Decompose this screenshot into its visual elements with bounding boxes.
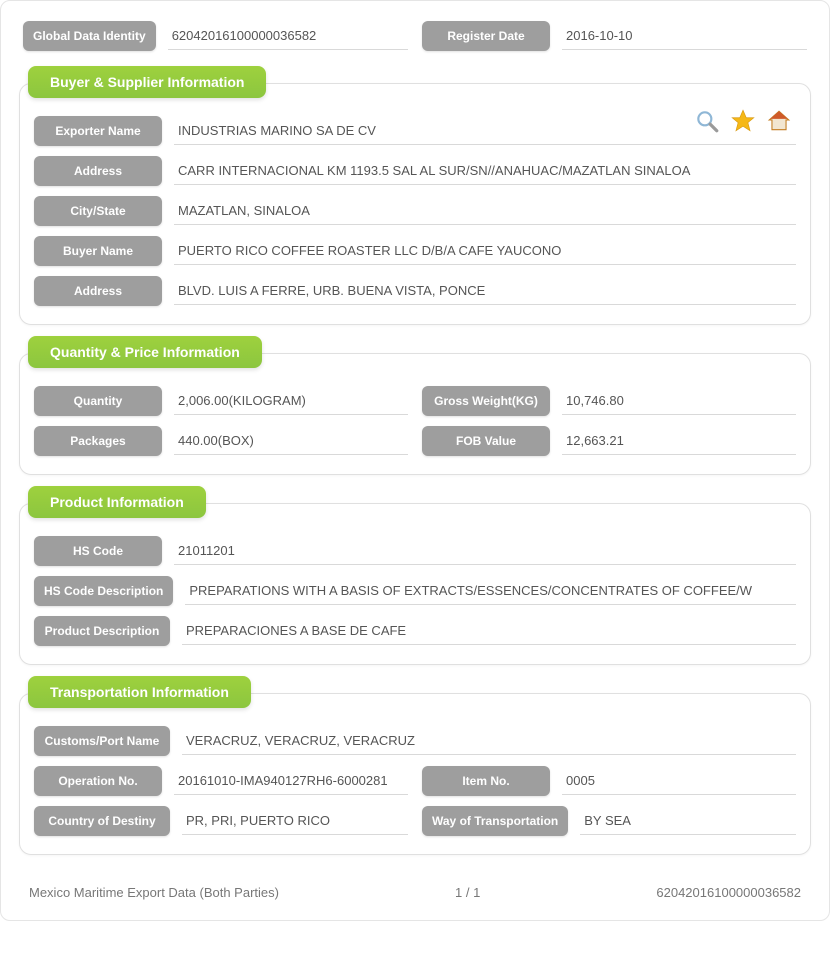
buyer-name-field: Buyer Name PUERTO RICO COFFEE ROASTER LL… bbox=[34, 236, 796, 266]
exporter-name-label: Exporter Name bbox=[34, 116, 162, 146]
product-header: Product Information bbox=[28, 486, 206, 518]
packages-field: Packages 440.00(BOX) bbox=[34, 426, 408, 456]
product-description-field: Product Description PREPARACIONES A BASE… bbox=[34, 616, 796, 646]
packages-value: 440.00(BOX) bbox=[174, 427, 408, 455]
register-date-value: 2016-10-10 bbox=[562, 22, 807, 50]
fob-value-value: 12,663.21 bbox=[562, 427, 796, 455]
customs-port-label: Customs/Port Name bbox=[34, 726, 170, 756]
footer-right: 62042016100000036582 bbox=[656, 885, 801, 900]
buyer-supplier-header: Buyer & Supplier Information bbox=[28, 66, 266, 98]
search-icon[interactable] bbox=[694, 108, 720, 137]
hs-code-description-label: HS Code Description bbox=[34, 576, 173, 606]
gross-weight-field: Gross Weight(KG) 10,746.80 bbox=[422, 386, 796, 416]
buyer-address-value: BLVD. LUIS A FERRE, URB. BUENA VISTA, PO… bbox=[174, 277, 796, 305]
quantity-field: Quantity 2,006.00(KILOGRAM) bbox=[34, 386, 408, 416]
buyer-name-label: Buyer Name bbox=[34, 236, 162, 266]
top-row: Global Data Identity 6204201610000003658… bbox=[19, 21, 811, 55]
quantity-value: 2,006.00(KILOGRAM) bbox=[174, 387, 408, 415]
city-state-label: City/State bbox=[34, 196, 162, 226]
item-no-label: Item No. bbox=[422, 766, 550, 796]
city-state-value: MAZATLAN, SINALOA bbox=[174, 197, 796, 225]
quantity-price-panel: Quantity & Price Information Quantity 2,… bbox=[19, 353, 811, 475]
exporter-address-label: Address bbox=[34, 156, 162, 186]
star-icon[interactable] bbox=[730, 108, 756, 137]
hs-code-description-value: PREPARATIONS WITH A BASIS OF EXTRACTS/ES… bbox=[185, 577, 796, 605]
buyer-address-label: Address bbox=[34, 276, 162, 306]
quantity-label: Quantity bbox=[34, 386, 162, 416]
register-date-field: Register Date 2016-10-10 bbox=[422, 21, 807, 51]
global-data-identity-field: Global Data Identity 6204201610000003658… bbox=[23, 21, 408, 51]
customs-port-value: VERACRUZ, VERACRUZ, VERACRUZ bbox=[182, 727, 796, 755]
operation-no-value: 20161010-IMA940127RH6-6000281 bbox=[174, 767, 408, 795]
home-icon[interactable] bbox=[766, 108, 792, 137]
way-of-transportation-value: BY SEA bbox=[580, 807, 796, 835]
record-page: Global Data Identity 6204201610000003658… bbox=[0, 0, 830, 921]
packages-label: Packages bbox=[34, 426, 162, 456]
buyer-address-field: Address BLVD. LUIS A FERRE, URB. BUENA V… bbox=[34, 276, 796, 306]
global-data-identity-value: 62042016100000036582 bbox=[168, 22, 408, 50]
way-of-transportation-field: Way of Transportation BY SEA bbox=[422, 806, 796, 836]
footer-row: Mexico Maritime Export Data (Both Partie… bbox=[19, 885, 811, 900]
country-destiny-field: Country of Destiny PR, PRI, PUERTO RICO bbox=[34, 806, 408, 836]
exporter-address-field: Address CARR INTERNACIONAL KM 1193.5 SAL… bbox=[34, 156, 796, 186]
exporter-name-field: Exporter Name INDUSTRIAS MARINO SA DE CV bbox=[34, 116, 796, 146]
fob-value-label: FOB Value bbox=[422, 426, 550, 456]
country-destiny-value: PR, PRI, PUERTO RICO bbox=[182, 807, 408, 835]
gross-weight-label: Gross Weight(KG) bbox=[422, 386, 550, 416]
item-no-field: Item No. 0005 bbox=[422, 766, 796, 796]
global-data-identity-label: Global Data Identity bbox=[23, 21, 156, 51]
product-description-value: PREPARACIONES A BASE DE CAFE bbox=[182, 617, 796, 645]
hs-code-description-field: HS Code Description PREPARATIONS WITH A … bbox=[34, 576, 796, 606]
city-state-field: City/State MAZATLAN, SINALOA bbox=[34, 196, 796, 226]
hs-code-field: HS Code 21011201 bbox=[34, 536, 796, 566]
item-no-value: 0005 bbox=[562, 767, 796, 795]
register-date-label: Register Date bbox=[422, 21, 550, 51]
icon-strip bbox=[694, 108, 792, 137]
customs-port-field: Customs/Port Name VERACRUZ, VERACRUZ, VE… bbox=[34, 726, 796, 756]
footer-left: Mexico Maritime Export Data (Both Partie… bbox=[29, 885, 279, 900]
country-destiny-label: Country of Destiny bbox=[34, 806, 170, 836]
product-panel: Product Information HS Code 21011201 HS … bbox=[19, 503, 811, 665]
hs-code-label: HS Code bbox=[34, 536, 162, 566]
footer-center: 1 / 1 bbox=[279, 885, 656, 900]
transportation-panel: Transportation Information Customs/Port … bbox=[19, 693, 811, 855]
gross-weight-value: 10,746.80 bbox=[562, 387, 796, 415]
operation-no-label: Operation No. bbox=[34, 766, 162, 796]
quantity-price-header: Quantity & Price Information bbox=[28, 336, 262, 368]
product-description-label: Product Description bbox=[34, 616, 170, 646]
fob-value-field: FOB Value 12,663.21 bbox=[422, 426, 796, 456]
hs-code-value: 21011201 bbox=[174, 537, 796, 565]
buyer-name-value: PUERTO RICO COFFEE ROASTER LLC D/B/A CAF… bbox=[174, 237, 796, 265]
operation-no-field: Operation No. 20161010-IMA940127RH6-6000… bbox=[34, 766, 408, 796]
transportation-header: Transportation Information bbox=[28, 676, 251, 708]
way-of-transportation-label: Way of Transportation bbox=[422, 806, 568, 836]
exporter-address-value: CARR INTERNACIONAL KM 1193.5 SAL AL SUR/… bbox=[174, 157, 796, 185]
buyer-supplier-panel: Buyer & Supplier Information Exporter Na… bbox=[19, 83, 811, 325]
